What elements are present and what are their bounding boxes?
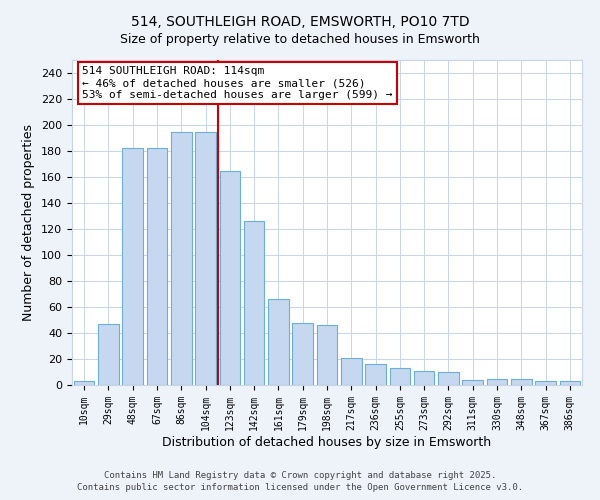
X-axis label: Distribution of detached houses by size in Emsworth: Distribution of detached houses by size … (163, 436, 491, 448)
Bar (511, 378, 532, 385)
Bar (389, 368, 410, 385)
Bar (244, 221, 265, 385)
Bar (74, 381, 94, 385)
Text: Size of property relative to detached houses in Emsworth: Size of property relative to detached ho… (120, 32, 480, 46)
Bar (220, 170, 240, 385)
Bar (487, 378, 508, 385)
Bar (171, 132, 191, 385)
Bar (292, 322, 313, 385)
Bar (463, 380, 483, 385)
Bar (365, 364, 386, 385)
Bar (560, 381, 580, 385)
Bar (317, 325, 337, 385)
Bar (268, 299, 289, 385)
Bar (146, 148, 167, 385)
Text: 514, SOUTHLEIGH ROAD, EMSWORTH, PO10 7TD: 514, SOUTHLEIGH ROAD, EMSWORTH, PO10 7TD (131, 15, 469, 29)
Bar (341, 358, 362, 385)
Text: 514 SOUTHLEIGH ROAD: 114sqm
← 46% of detached houses are smaller (526)
53% of se: 514 SOUTHLEIGH ROAD: 114sqm ← 46% of det… (82, 66, 392, 100)
Bar (438, 372, 459, 385)
Bar (98, 324, 119, 385)
Bar (195, 132, 216, 385)
Bar (414, 370, 434, 385)
Bar (122, 148, 143, 385)
Y-axis label: Number of detached properties: Number of detached properties (22, 124, 35, 321)
Text: Contains HM Land Registry data © Crown copyright and database right 2025.
Contai: Contains HM Land Registry data © Crown c… (77, 471, 523, 492)
Bar (535, 381, 556, 385)
